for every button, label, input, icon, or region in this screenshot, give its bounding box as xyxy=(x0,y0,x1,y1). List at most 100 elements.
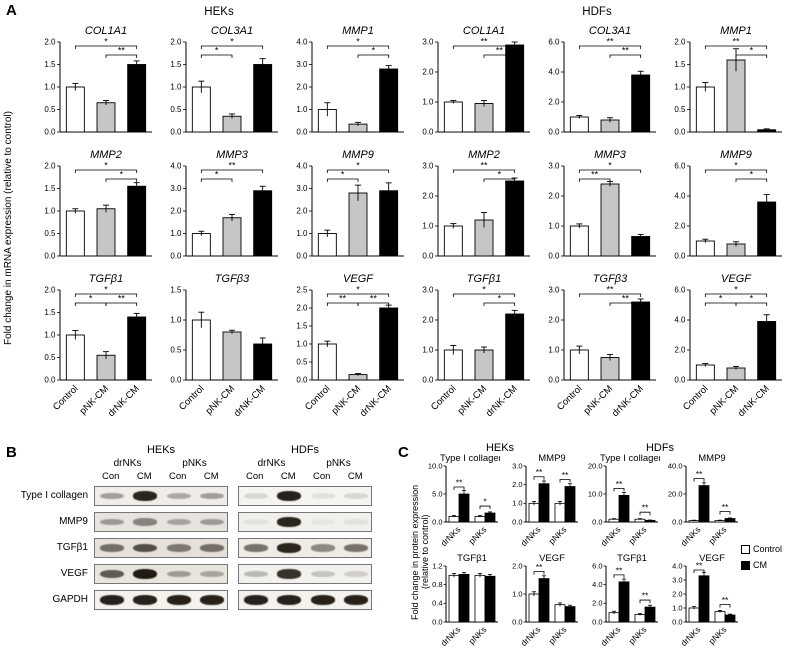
blot-band xyxy=(277,595,302,605)
sig-label: * xyxy=(734,161,738,171)
sig-label: ** xyxy=(606,285,614,295)
y-tick-label: 1.0 xyxy=(674,83,686,92)
sig-label: * xyxy=(482,285,486,295)
blot-band xyxy=(310,493,335,499)
x-tick-label: drNKs xyxy=(679,524,703,548)
y-tick-label: 3.0 xyxy=(548,286,560,295)
sig-bracket xyxy=(74,169,138,173)
x-tick-label: drNKs xyxy=(439,524,463,548)
blot-lane-group-label: pNKs xyxy=(182,458,207,469)
bar-Control xyxy=(695,86,715,133)
panel-a-group-title-hdfs: HDFs xyxy=(582,6,612,18)
blot-band xyxy=(133,491,158,501)
bar-Control xyxy=(443,101,463,133)
x-tick-label: pNKs xyxy=(627,524,649,546)
y-tick-label: 2.0 xyxy=(674,38,686,47)
blot-target-label: TGFβ1 xyxy=(56,542,88,553)
blot-band xyxy=(310,571,335,577)
sig-label: ** xyxy=(536,467,543,477)
blot-band xyxy=(200,492,225,500)
y-tick-label: 2.0 xyxy=(548,192,560,201)
bar-cm xyxy=(458,493,470,523)
sig-label: ** xyxy=(722,595,729,605)
blot-lane-label: Con xyxy=(246,471,264,482)
chart-a-heks-COL3A1: COL3A1 0.0 0.5 1.0 1.5 2.0 * * xyxy=(170,25,278,137)
y-tick-label: 0.0 xyxy=(296,128,308,137)
y-tick-label: 3.0 xyxy=(422,162,434,171)
sig-label: ** xyxy=(562,470,569,480)
chart-title: TGFβ1 xyxy=(457,553,487,564)
y-tick-label: 0.5 xyxy=(674,105,686,114)
chart-c-hdfs-vegf: VEGF 0.0 1.0 2.0 3.0 4.0 ** drNKs ** pNKs xyxy=(672,553,738,648)
chart-title: VEGF xyxy=(699,553,725,564)
blot-lane-label: Con xyxy=(169,471,187,482)
bar-drNK-CM xyxy=(505,44,525,133)
sig-bracket xyxy=(578,45,642,49)
sig-bracket xyxy=(483,178,516,182)
blot-band xyxy=(99,569,124,579)
y-tick-label: 2.0 xyxy=(672,589,682,598)
sig-label: ** xyxy=(118,46,126,56)
sig-label: ** xyxy=(591,170,599,180)
y-tick-label: 3.0 xyxy=(512,461,522,470)
sig-label: * xyxy=(356,37,360,47)
sig-label: ** xyxy=(370,294,378,304)
chart-c-heks-type-i-collagen: Type I collagen 0.0 5.0 10.0 ** drNKs * pNKs xyxy=(428,453,500,548)
bar-pNK-CM xyxy=(96,208,116,257)
sig-label: * xyxy=(750,170,754,180)
sig-bracket xyxy=(326,293,390,297)
chart-title: VEGF xyxy=(721,273,752,285)
bar-Control xyxy=(191,86,211,133)
blot-box-hdfs-row0 xyxy=(238,486,372,506)
sig-bracket xyxy=(693,478,705,482)
x-tick-label: Control xyxy=(303,383,332,412)
sig-bracket xyxy=(559,479,571,483)
sig-label: * xyxy=(498,170,502,180)
bar-pNK-CM xyxy=(600,183,620,257)
y-tick-label: 0.0 xyxy=(432,517,442,526)
chart-c-heks-mmp9: MMP9 0.0 1.0 2.0 3.0 ** drNKs ** pNKs xyxy=(512,453,578,548)
sig-bracket xyxy=(326,45,390,49)
sig-bracket xyxy=(105,54,138,58)
sig-label: * xyxy=(483,497,487,507)
blot-lane-label: Con xyxy=(313,471,331,482)
blot-box-hdfs-row3 xyxy=(238,564,372,584)
blot-target-label: MMP9 xyxy=(59,516,88,527)
sig-label: ** xyxy=(732,37,740,47)
sig-label: * xyxy=(498,294,502,304)
blot-lane-label: Con xyxy=(102,471,120,482)
bar-drNK-CM xyxy=(505,180,525,257)
blot-band xyxy=(310,544,335,552)
sig-bracket xyxy=(704,169,768,173)
blot-box-heks-row2 xyxy=(94,538,228,558)
sig-label: ** xyxy=(536,562,543,572)
blot-band xyxy=(200,518,225,526)
y-tick-label: 0.0 xyxy=(548,376,560,385)
blot-target-label: VEGF xyxy=(60,568,88,579)
sig-label: * xyxy=(750,294,754,304)
sig-bracket xyxy=(483,54,516,58)
chart-title: COL1A1 xyxy=(85,25,127,37)
y-tick-label: 2.0 xyxy=(548,316,560,325)
chart-c-heks-tgfβ1: TGFβ1 0.0 0.4 0.8 1.2 drNKs pNKs xyxy=(432,553,498,648)
panel-c-y-axis-label-line1: Fold change in protein expression xyxy=(410,484,420,620)
blot-box-heks-row3 xyxy=(94,564,228,584)
panel-c-legend: Control CM xyxy=(741,544,782,576)
y-tick-label: 0.5 xyxy=(296,358,308,367)
y-tick-label: 2.0 xyxy=(548,98,560,107)
bar-drNK-CM xyxy=(379,68,399,133)
y-tick-label: 2.0 xyxy=(592,599,602,608)
sig-label: ** xyxy=(118,294,126,304)
bar-cm xyxy=(698,485,710,523)
y-tick-label: 0.5 xyxy=(44,105,56,114)
blot-band xyxy=(243,519,268,525)
sig-label: * xyxy=(215,46,219,56)
x-tick-label: drNK-CM xyxy=(106,383,142,419)
y-tick-label: 1.0 xyxy=(44,331,56,340)
sig-bracket xyxy=(533,476,545,480)
sig-label: * xyxy=(104,285,108,295)
chart-title: MMP9 xyxy=(342,149,374,161)
x-tick-label: drNKs xyxy=(519,624,543,648)
